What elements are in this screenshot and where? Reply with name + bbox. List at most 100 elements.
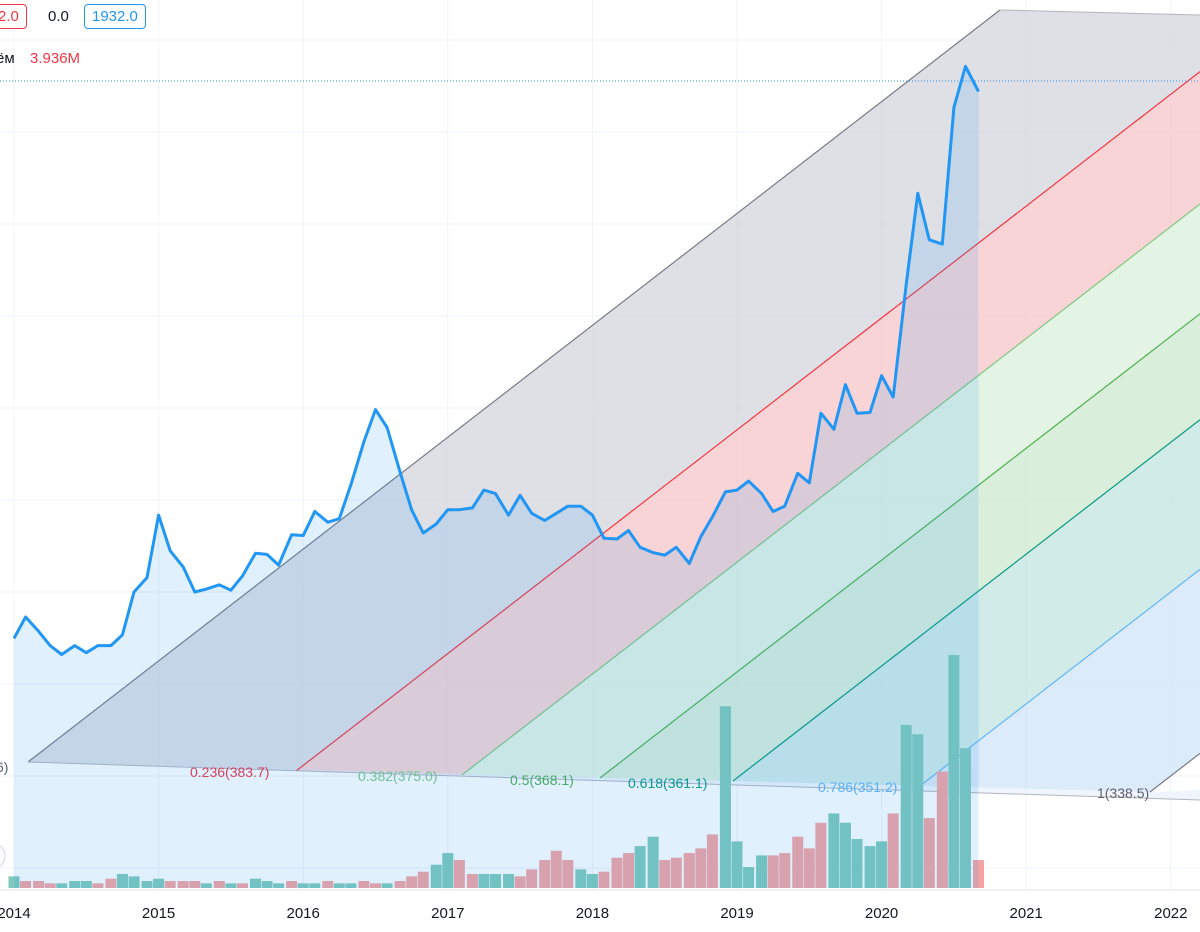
volume-bar bbox=[273, 883, 285, 888]
volume-bar bbox=[623, 853, 635, 888]
volume-bar bbox=[80, 881, 92, 888]
volume-bar bbox=[286, 881, 298, 888]
volume-bar bbox=[478, 874, 490, 888]
volume-bar bbox=[33, 881, 45, 888]
volume-bar bbox=[261, 881, 273, 888]
volume-bar bbox=[948, 655, 960, 888]
volume-bar bbox=[695, 848, 707, 888]
volume-value: 3.936M bbox=[30, 50, 81, 67]
volume-bar bbox=[876, 841, 888, 888]
volume-bar bbox=[526, 869, 538, 888]
volume-bar bbox=[333, 883, 345, 888]
x-tick-label: 2018 bbox=[576, 905, 609, 922]
fib-label: 0.236(383.7) bbox=[190, 764, 269, 780]
volume-bar bbox=[575, 869, 587, 888]
volume-bar bbox=[322, 881, 334, 888]
volume-bar bbox=[562, 860, 574, 888]
volume-bar bbox=[611, 857, 623, 888]
volume-bar bbox=[200, 883, 212, 888]
fib-label: 0.5(368.1) bbox=[510, 772, 574, 788]
volume-bar bbox=[634, 846, 646, 888]
legend-box-right: 1932.0 bbox=[84, 4, 146, 29]
volume-bar bbox=[670, 857, 682, 888]
volume-bar bbox=[394, 881, 406, 888]
fib-band bbox=[920, 569, 1200, 792]
volume-bar bbox=[128, 876, 140, 888]
fib-label: 0.786(351.2) bbox=[818, 779, 897, 795]
volume-bar bbox=[249, 878, 261, 888]
volume-bar bbox=[116, 874, 128, 888]
volume-bar bbox=[153, 878, 165, 888]
volume-bar bbox=[309, 883, 321, 888]
volume-bar bbox=[792, 836, 804, 888]
volume-bar bbox=[828, 813, 840, 888]
volume-bar bbox=[550, 850, 562, 888]
volume-bar bbox=[923, 818, 935, 888]
fib-level-line bbox=[599, 313, 1200, 779]
volume-bar bbox=[779, 853, 791, 888]
volume-bar bbox=[743, 867, 755, 888]
volume-bar bbox=[815, 822, 827, 888]
volume-bar bbox=[683, 853, 695, 888]
volume-bar bbox=[719, 706, 731, 888]
volume-bar bbox=[225, 883, 237, 888]
fib-level-line bbox=[1149, 752, 1200, 793]
volume-bar bbox=[164, 881, 176, 888]
x-tick-label: 2017 bbox=[431, 905, 464, 922]
price-line bbox=[12, 64, 980, 656]
volume-bar bbox=[598, 871, 610, 888]
volume-bar bbox=[466, 874, 478, 888]
fib-level-line bbox=[295, 71, 1200, 772]
fib-label: 0.382(375.0) bbox=[358, 768, 437, 784]
volume-bar bbox=[8, 876, 20, 888]
volume-bar bbox=[851, 839, 863, 888]
fib-band bbox=[28, 10, 1200, 771]
volume-bar bbox=[839, 822, 851, 888]
volume-bar bbox=[900, 724, 912, 888]
volume-bar bbox=[189, 881, 201, 888]
fib-level-line bbox=[732, 419, 1200, 782]
x-tick-label: 2019 bbox=[720, 905, 753, 922]
volume-bar bbox=[453, 860, 465, 888]
volume-bar bbox=[706, 834, 718, 888]
volume-bar bbox=[442, 853, 454, 888]
fib-band bbox=[296, 71, 1200, 775]
volume-bar bbox=[105, 878, 117, 888]
volume-bar bbox=[731, 841, 743, 888]
volume-bar bbox=[236, 883, 248, 888]
volume-bar bbox=[490, 874, 502, 888]
volume-bar bbox=[56, 883, 68, 888]
volume-bar bbox=[936, 771, 948, 888]
volume-bar bbox=[972, 860, 984, 888]
volume-bar bbox=[406, 876, 418, 888]
volume-bar bbox=[887, 813, 899, 888]
volume-bar bbox=[213, 881, 225, 888]
fib-label: 0.618(361.1) bbox=[628, 775, 707, 791]
legend-middle-value: 0.0 bbox=[48, 8, 69, 25]
volume-bar bbox=[92, 883, 104, 888]
volume-bar bbox=[381, 883, 393, 888]
volume-bar bbox=[20, 881, 32, 888]
fib-channel: 0.236(383.7) 0.382(375.0) 0.5(368.1) 0.618(… bbox=[0, 9, 1200, 801]
volume-bar bbox=[659, 860, 671, 888]
corner-circle bbox=[0, 845, 6, 867]
volume-bar bbox=[430, 864, 442, 888]
x-tick-label: 2021 bbox=[1010, 905, 1043, 922]
volume-bar bbox=[503, 874, 515, 888]
volume-bar bbox=[864, 846, 876, 888]
fib-top-edge bbox=[999, 9, 1200, 16]
volume-bar bbox=[959, 748, 971, 888]
volume-bar bbox=[345, 883, 357, 888]
volume-bar bbox=[69, 881, 81, 888]
volume-bar bbox=[647, 836, 659, 888]
fib-band bbox=[733, 419, 1200, 786]
fib-level-line bbox=[461, 203, 1200, 776]
x-tick-label: 2014 bbox=[0, 905, 31, 922]
volume-bars bbox=[8, 655, 984, 888]
fib-label: 1(338.5) bbox=[1097, 785, 1149, 801]
volume-bar bbox=[141, 881, 153, 888]
fib-level-line bbox=[27, 9, 1001, 763]
volume-bar bbox=[803, 848, 815, 888]
volume-bar bbox=[539, 860, 551, 888]
